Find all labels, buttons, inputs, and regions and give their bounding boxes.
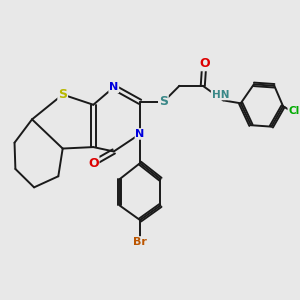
Text: O: O bbox=[199, 57, 210, 70]
Text: O: O bbox=[88, 157, 99, 169]
Text: N: N bbox=[135, 129, 145, 139]
Text: Br: Br bbox=[133, 237, 147, 247]
Text: S: S bbox=[58, 88, 67, 101]
Text: Cl: Cl bbox=[288, 106, 299, 116]
Text: N: N bbox=[109, 82, 119, 92]
Text: S: S bbox=[159, 95, 168, 108]
Text: HN: HN bbox=[212, 89, 229, 100]
